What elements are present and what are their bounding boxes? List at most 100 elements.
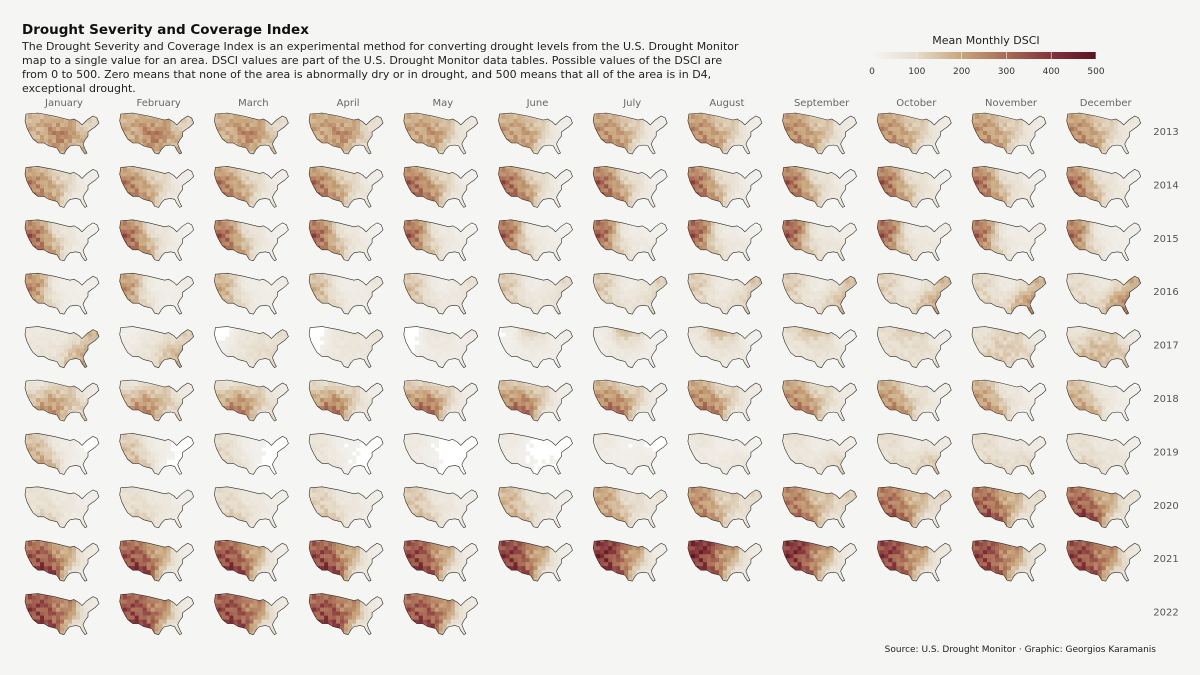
- dsci-cell: [309, 184, 313, 189]
- dsci-cell: [793, 113, 798, 116]
- dsci-cell: [505, 196, 510, 201]
- dsci-cell: [466, 200, 472, 205]
- dsci-cell: [64, 131, 69, 136]
- dsci-cell: [529, 139, 534, 144]
- dsci-cell: [644, 147, 649, 152]
- dsci-cell: [64, 188, 69, 193]
- dsci-cell: [364, 113, 369, 116]
- dsci-cell: [170, 184, 175, 189]
- dsci-cell: [706, 180, 712, 185]
- dsci-cell: [52, 188, 57, 193]
- dsci-cell: [652, 184, 657, 189]
- dsci-cell: [96, 115, 99, 120]
- dsci-cell: [130, 176, 135, 181]
- dsci-cell: [372, 123, 377, 128]
- dsci-cell: [1101, 127, 1106, 132]
- dsci-cell: [190, 113, 194, 116]
- dsci-cell: [474, 113, 478, 116]
- dsci-cell: [28, 192, 33, 197]
- dsci-cell: [182, 113, 187, 116]
- dsci-cell: [706, 131, 712, 136]
- dsci-cell: [813, 196, 818, 201]
- dsci-cell: [1117, 113, 1122, 116]
- dsci-cell: [142, 127, 147, 132]
- dsci-cell: [48, 113, 53, 116]
- dsci-cell: [221, 184, 226, 189]
- dsci-cell: [225, 127, 230, 132]
- dsci-cell: [892, 147, 897, 152]
- dsci-cell: [593, 131, 597, 136]
- dsci-cell: [462, 151, 468, 154]
- dsci-cell: [56, 119, 61, 124]
- dsci-cell: [126, 127, 131, 132]
- dsci-cell: [344, 127, 349, 132]
- dsci-cell: [241, 192, 246, 197]
- dsci-cell: [324, 168, 329, 173]
- dsci-cell: [56, 192, 61, 197]
- dsci-cell: [738, 200, 744, 205]
- dsci-cell: [166, 139, 171, 144]
- dsci-cell: [324, 166, 329, 169]
- dsci-cell: [178, 166, 183, 169]
- dsci-cell: [726, 119, 732, 124]
- dsci-cell: [533, 204, 538, 208]
- dsci-cell: [505, 166, 510, 169]
- dsci-cell: [324, 135, 329, 140]
- dsci-cell: [912, 180, 917, 185]
- dsci-cell: [36, 176, 41, 181]
- dsci-cell: [1011, 143, 1016, 148]
- dsci-cell: [281, 115, 286, 120]
- dsci-cell: [734, 151, 740, 154]
- dsci-cell: [785, 166, 790, 169]
- dsci-cell: [316, 200, 321, 205]
- dsci-cell: [513, 119, 518, 124]
- dsci-cell: [608, 166, 613, 169]
- dsci-cell: [912, 119, 917, 124]
- dsci-cell: [569, 180, 573, 185]
- dsci-cell: [849, 188, 854, 193]
- dsci-cell: [509, 123, 514, 128]
- dsci-cell: [320, 147, 325, 152]
- dsci-cell: [782, 200, 786, 205]
- dsci-cell: [336, 208, 340, 212]
- dsci-cell: [710, 184, 716, 189]
- dsci-cell: [285, 115, 289, 120]
- us-map-tile: [214, 166, 289, 212]
- dsci-cell: [190, 131, 194, 136]
- dsci-cell: [940, 147, 945, 152]
- dsci-cell: [904, 135, 909, 140]
- dsci-cell: [944, 123, 949, 128]
- dsci-cell: [936, 155, 940, 159]
- dsci-cell: [92, 119, 97, 124]
- dsci-cell: [182, 180, 187, 185]
- dsci-cell: [620, 204, 625, 208]
- dsci-cell: [734, 131, 740, 136]
- dsci-cell: [529, 135, 534, 140]
- dsci-cell: [501, 204, 506, 208]
- dsci-cell: [888, 113, 893, 116]
- dsci-cell: [324, 131, 329, 136]
- dsci-cell: [714, 151, 720, 154]
- dsci-cell: [273, 168, 278, 173]
- dsci-cell: [518, 208, 522, 212]
- dsci-cell: [438, 192, 444, 197]
- dsci-cell: [525, 184, 530, 189]
- dsci-cell: [596, 180, 601, 185]
- dsci-cell: [92, 115, 97, 120]
- dsci-cell: [269, 208, 273, 212]
- dsci-cell: [190, 204, 194, 208]
- dsci-cell: [1133, 123, 1138, 128]
- dsci-cell: [616, 123, 621, 128]
- dsci-cell: [853, 143, 857, 148]
- dsci-cell: [838, 208, 842, 212]
- dsci-cell: [1031, 127, 1036, 132]
- year-label: 2016: [1153, 287, 1178, 298]
- dsci-cell: [1073, 113, 1078, 116]
- dsci-cell: [1011, 135, 1016, 140]
- dsci-cell: [356, 115, 361, 120]
- dsci-cell: [312, 131, 317, 136]
- dsci-cell: [442, 180, 448, 185]
- dsci-cell: [422, 176, 428, 181]
- dsci-cell: [517, 200, 522, 205]
- dsci-cell: [640, 151, 645, 154]
